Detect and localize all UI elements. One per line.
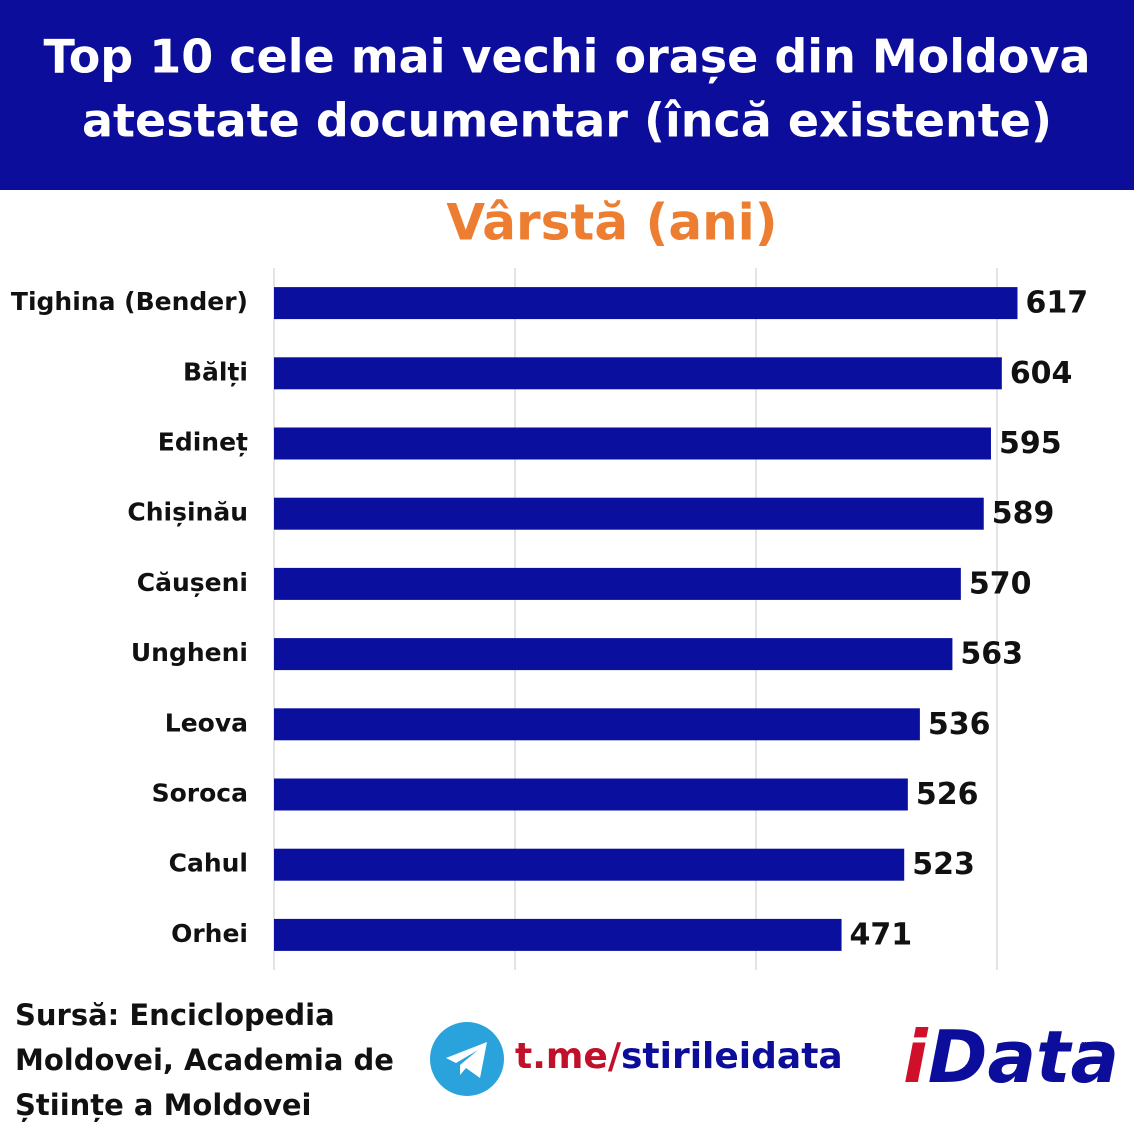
- value-label: 526: [916, 777, 979, 812]
- source: Științe a Moldovei: [15, 1088, 312, 1122]
- y-tick-label: Tighina (Bender): [11, 287, 248, 316]
- bar: [274, 287, 1018, 320]
- logo-i: i: [903, 1015, 929, 1099]
- logo-tm: ™: [1080, 1040, 1091, 1053]
- telegram-plane: [446, 1042, 487, 1078]
- link-handle: stirileidata: [621, 1036, 843, 1077]
- title-banner: [0, 0, 1134, 190]
- value-label: 471: [850, 917, 913, 952]
- y-tick-label: Orhei: [171, 919, 248, 948]
- source: Moldovei, Academia de: [15, 1043, 394, 1077]
- telegram-link[interactable]: t.me/stirileidata: [515, 1036, 843, 1077]
- bar: [274, 848, 905, 881]
- bar: [274, 638, 953, 671]
- value-label: 563: [960, 637, 1023, 672]
- chart-subtitle: Vârstă (ani): [446, 194, 777, 252]
- bar: [274, 708, 920, 741]
- y-tick-label: Căușeni: [137, 568, 248, 597]
- value-label: 536: [928, 707, 991, 742]
- bar: [274, 918, 842, 951]
- y-tick-label: Cahul: [169, 849, 248, 878]
- y-tick-label: Ungheni: [131, 638, 248, 667]
- y-tick-label: Soroca: [152, 779, 248, 808]
- y-tick-label: Bălți: [183, 357, 248, 386]
- source: Sursă: Enciclopedia: [15, 998, 335, 1032]
- plot: Tighina (Bender) 617 Bălți 604 Edineț 595 Chiș…: [11, 268, 1088, 970]
- bar: [274, 567, 961, 600]
- logo: iData: [903, 1015, 1119, 1099]
- telegram-icon: [430, 1022, 504, 1096]
- link-prefix: t.me/: [515, 1036, 622, 1077]
- value-label: 589: [992, 496, 1055, 531]
- bar: [274, 497, 984, 530]
- y-tick-label: Edineț: [158, 428, 248, 457]
- chart-title: atestate documentar (încă existente): [82, 94, 1052, 148]
- bar: [274, 357, 1002, 390]
- value-label: 523: [912, 847, 975, 882]
- value-label: 595: [999, 426, 1062, 461]
- logo-data: Data: [928, 1015, 1119, 1099]
- value-label: 604: [1010, 356, 1073, 391]
- y-tick-label: Leova: [165, 708, 248, 737]
- chart-title: Top 10 cele mai vechi orașe din Moldova: [43, 30, 1090, 84]
- value-label: 570: [969, 566, 1032, 601]
- value-label: 617: [1025, 286, 1088, 321]
- bar: [274, 778, 908, 811]
- bar: [274, 427, 991, 460]
- y-tick-label: Chișinău: [127, 498, 248, 527]
